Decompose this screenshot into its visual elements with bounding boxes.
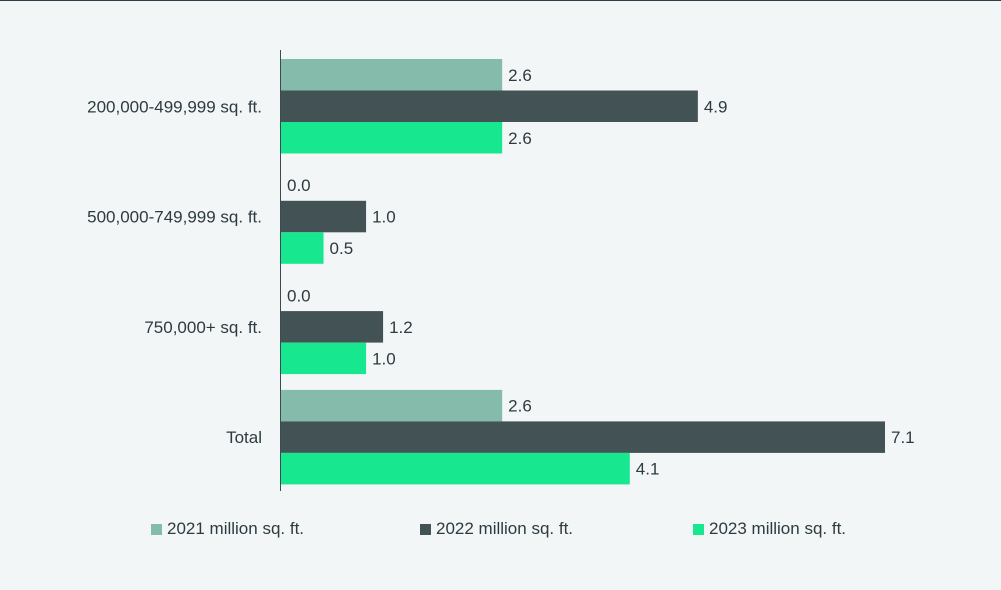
value-label-2022-750-000-sq-ft: 1.2 [389,318,413,337]
legend-label-2022: 2022 million sq. ft. [436,519,574,538]
bar-2023-750-000-sq-ft [281,342,367,375]
bar-2023-total [281,452,630,485]
value-label-2021-200-000-499-999-sq-ft: 2.6 [508,66,532,85]
value-label-2021-500-000-749-999-sq-ft: 0.0 [287,176,311,195]
bar-2021-total [281,389,503,422]
bar-chart: 2.6 4.9 2.6 0.0 1.0 0.5 0.0 1.2 1.0 2.6 7.1 4.1 200… [87,50,915,491]
legend-label-2021: 2021 million sq. ft. [167,519,305,538]
value-label-2023-500-000-749-999-sq-ft: 0.5 [330,239,354,258]
value-label-2022-200-000-499-999-sq-ft: 4.9 [704,97,728,116]
legend-item-2021: 2021 million sq. ft. [151,519,304,539]
bar-2022-total [281,421,885,453]
legend-swatch-2023 [693,523,704,535]
value-label-2023-total: 4.1 [636,460,660,479]
value-label-2023-200-000-499-999-sq-ft: 2.6 [508,129,532,148]
value-label-2021-750-000-sq-ft: 0.0 [287,286,311,305]
category-labels-group: 200,000-499,999 sq. ft. 500,000-749,999 s… [87,97,262,447]
bars-group [281,59,885,485]
legend-item-2023: 2023 million sq. ft. [693,519,846,539]
value-label-2022-500-000-749-999-sq-ft: 1.0 [372,208,396,227]
bar-2022-750-000-sq-ft [281,311,384,343]
legend-label-2023: 2023 million sq. ft. [709,519,847,538]
legend-item-2022: 2022 million sq. ft. [420,519,573,539]
category-label-750-000-sq-ft: 750,000+ sq. ft. [144,318,262,337]
bar-2022-500-000-749-999-sq-ft [281,200,367,233]
value-label-2022-total: 7.1 [891,428,915,447]
value-label-2021-total: 2.6 [508,397,532,416]
top-rule [0,0,1001,1]
legend-swatch-2022 [420,523,431,535]
category-label-500-000-749-999-sq-ft: 500,000-749,999 sq. ft. [87,208,262,227]
value-label-2023-750-000-sq-ft: 1.0 [372,349,396,368]
value-labels-group: 2.6 4.9 2.6 0.0 1.0 0.5 0.0 1.2 1.0 2.6 7.1 4.1 [287,66,915,479]
category-label-total: Total [226,428,262,447]
legend: 2021 million sq. ft. 2022 million sq. ft… [0,519,1001,545]
bar-2021-200-000-499-999-sq-ft [281,59,503,91]
bar-2022-200-000-499-999-sq-ft [281,90,698,122]
category-label-200-000-499-999-sq-ft: 200,000-499,999 sq. ft. [87,97,262,116]
bar-2023-500-000-749-999-sq-ft [281,232,324,264]
bar-2023-200-000-499-999-sq-ft [281,122,503,154]
legend-swatch-2021 [151,523,162,535]
